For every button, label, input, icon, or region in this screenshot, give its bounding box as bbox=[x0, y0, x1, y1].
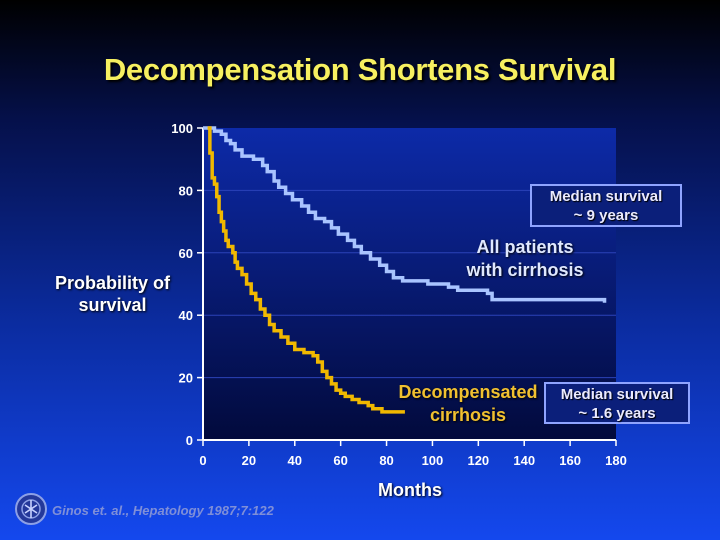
x-tick-label: 160 bbox=[559, 453, 581, 468]
all-patients-label-line-2: with cirrhosis bbox=[466, 260, 584, 280]
series-line-all bbox=[203, 126, 607, 303]
y-tick-label: 0 bbox=[186, 433, 193, 448]
decompensated-label-line-1: Decompensated bbox=[398, 382, 538, 402]
x-tick-label: 40 bbox=[288, 453, 302, 468]
y-tick-label: 40 bbox=[179, 308, 193, 323]
seal-logo-icon bbox=[15, 493, 47, 525]
x-axis-label: Months bbox=[378, 480, 442, 500]
y-tick-label: 20 bbox=[179, 371, 193, 386]
decompensated-label-line-2: cirrhosis bbox=[429, 405, 507, 425]
x-tick-label: 60 bbox=[333, 453, 347, 468]
median-survival-all-line-2: ~ 9 years bbox=[573, 207, 639, 224]
x-tick-label: 80 bbox=[379, 453, 393, 468]
x-tick-label: 120 bbox=[467, 453, 489, 468]
median-survival-decompensated-box: Median survival ~ 1.6 years bbox=[544, 382, 690, 424]
x-tick-label: 140 bbox=[513, 453, 535, 468]
median-survival-all-box: Median survival ~ 9 years bbox=[530, 184, 682, 227]
citation: Ginos et. al., Hepatology 1987;7:122 bbox=[52, 503, 274, 518]
y-tick-label: 80 bbox=[179, 183, 193, 198]
y-tick-label: 100 bbox=[171, 121, 193, 136]
x-tick-label: 0 bbox=[199, 453, 206, 468]
median-survival-all-line-1: Median survival bbox=[549, 188, 663, 205]
chart-title: Decompensation Shortens Survival bbox=[103, 52, 617, 87]
x-tick-label: 20 bbox=[242, 453, 256, 468]
median-survival-dec-line-2: ~ 1.6 years bbox=[578, 405, 656, 422]
y-tick-label: 60 bbox=[179, 246, 193, 261]
tick-labels: 0 20 40 60 80 100 0 20 40 60 80 100 120 140 160 180 bbox=[171, 121, 627, 468]
y-axis-label: Probability of survival bbox=[54, 273, 170, 315]
all-patients-label: All patients with cirrhosis bbox=[455, 236, 595, 282]
all-patients-label-line-1: All patients bbox=[476, 237, 574, 257]
decompensated-label: Decompensated cirrhosis bbox=[392, 381, 544, 427]
survival-curves bbox=[203, 126, 607, 414]
x-tick-label: 100 bbox=[422, 453, 444, 468]
x-tick-label: 180 bbox=[605, 453, 627, 468]
median-survival-dec-line-1: Median survival bbox=[560, 386, 674, 403]
series-line-decompensated bbox=[207, 126, 405, 414]
axes bbox=[197, 127, 617, 446]
